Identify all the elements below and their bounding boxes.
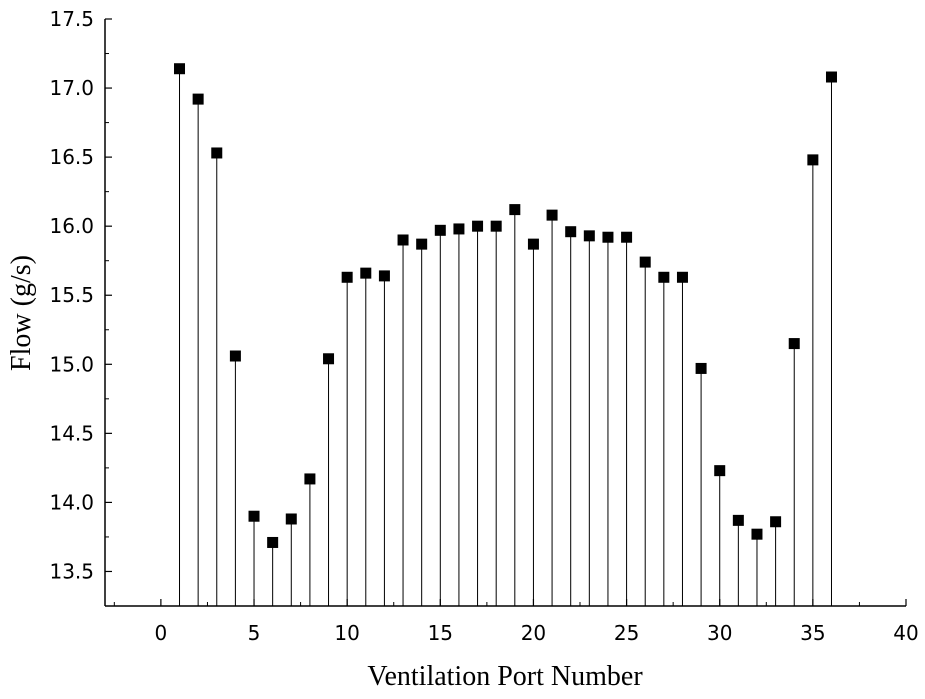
tick-labels: 13.5 14.0 14.5 15.0 15.5 16.0 16.5 17.0 17.5 0 5 10… <box>49 7 918 645</box>
y-tick-label: 14.5 <box>49 421 94 445</box>
data-point <box>378 270 390 282</box>
data-point <box>174 63 186 75</box>
data-point <box>602 231 614 243</box>
x-tick-label: 10 <box>334 621 359 645</box>
data-point <box>285 513 297 525</box>
data-point <box>546 209 558 221</box>
data-point <box>770 516 782 528</box>
data-point <box>621 231 633 243</box>
data-point <box>639 256 651 268</box>
data-point <box>453 223 465 235</box>
axes <box>104 18 907 607</box>
y-tick-label: 16.5 <box>49 145 94 169</box>
x-tick-label: 35 <box>800 621 825 645</box>
x-tick-label: 15 <box>428 621 453 645</box>
data-point <box>676 271 688 283</box>
data-point <box>267 536 279 548</box>
y-tick-label: 15.0 <box>49 352 94 376</box>
y-tick-label: 13.5 <box>49 559 94 583</box>
data-point <box>341 271 353 283</box>
data-point <box>565 226 577 238</box>
data-point <box>583 230 595 242</box>
data-point <box>732 514 744 526</box>
data-point <box>751 528 763 540</box>
data-point <box>397 234 409 246</box>
y-tick-label: 15.5 <box>49 283 94 307</box>
x-tick-label: 0 <box>155 621 168 645</box>
data-point <box>509 204 521 216</box>
data-point <box>360 267 372 279</box>
data-point <box>714 465 726 477</box>
data-point <box>490 220 502 232</box>
stems <box>179 68 832 606</box>
data-point <box>192 93 204 105</box>
data-point <box>658 271 670 283</box>
y-tick-label: 17.5 <box>49 7 94 31</box>
data-point <box>527 238 539 250</box>
data-point <box>248 510 260 522</box>
data-point <box>807 154 819 166</box>
y-axis-label: Flow (g/s) <box>6 255 37 371</box>
x-tick-label: 5 <box>248 621 261 645</box>
data-point <box>695 362 707 374</box>
data-point <box>229 350 241 362</box>
data-point <box>304 473 316 485</box>
x-tick-label: 25 <box>614 621 639 645</box>
x-tick-label: 30 <box>707 621 732 645</box>
y-tick-label: 14.0 <box>49 490 94 514</box>
data-point <box>323 353 335 365</box>
data-points <box>174 63 837 548</box>
data-point <box>472 220 484 232</box>
x-axis-label: Ventilation Port Number <box>367 661 643 692</box>
data-point <box>825 71 837 83</box>
x-tick-label: 40 <box>893 621 918 645</box>
y-tick-label: 17.0 <box>49 76 94 100</box>
data-point <box>788 338 800 350</box>
y-tick-label: 16.0 <box>49 214 94 238</box>
data-point <box>416 238 428 250</box>
data-point <box>211 147 223 159</box>
x-tick-label: 20 <box>521 621 546 645</box>
data-point <box>434 224 446 236</box>
